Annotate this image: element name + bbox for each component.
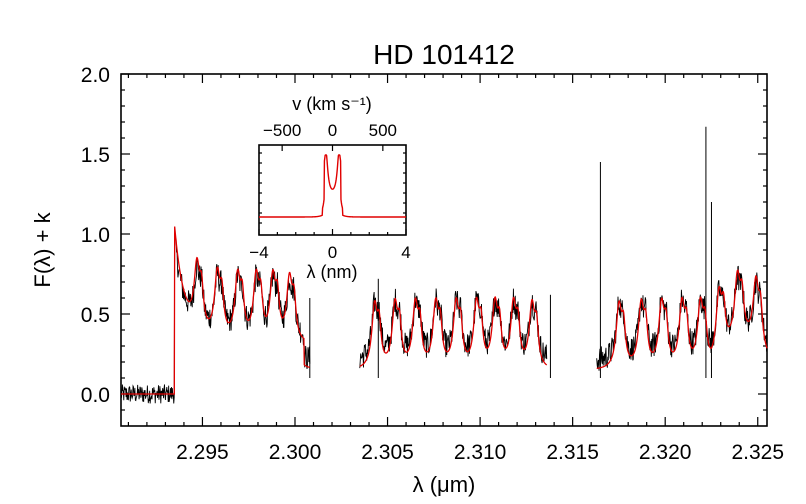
observed-segment-1 [120, 233, 311, 404]
x-tick-label: 2.300 [269, 441, 322, 464]
main-plot: 2.295 2.300 2.305 2.310 2.315 2.320 2.325 0.00… [81, 64, 784, 464]
inset-frame [258, 144, 407, 236]
inset-x2-tick-label: 500 [369, 121, 397, 140]
inset-profile-line [259, 154, 406, 218]
inset-series-group [259, 154, 406, 218]
x-tick-label: 2.310 [454, 441, 507, 464]
y-tick-label: 0.5 [81, 304, 110, 327]
observed-segment-3 [596, 265, 768, 371]
inset-x-tick-label: 0 [328, 243, 337, 262]
inset-axes: −4 0 4 −500 0 500 [249, 121, 410, 262]
x-tick-label: 2.320 [639, 441, 692, 464]
x-axis: 2.295 2.300 2.305 2.310 2.315 2.320 2.325 [127, 74, 784, 464]
x-tick-label: 2.305 [361, 441, 414, 464]
inset-x2-tick-label: −500 [263, 121, 301, 140]
inset-x2-tick-label: 0 [328, 121, 337, 140]
chart-title: HD 101412 [373, 39, 515, 70]
y-axis: 0.0 0.5 1.0 1.5 2.0 [81, 64, 767, 411]
model-segment-3 [596, 269, 768, 370]
y-tick-label: 0.0 [81, 384, 110, 407]
y-tick-label: 1.5 [81, 144, 110, 167]
inset-x2-label: v (km s⁻¹) [292, 94, 371, 114]
model-segment-1 [121, 226, 310, 395]
y-tick-label: 2.0 [81, 64, 110, 87]
model-segment-2 [359, 296, 548, 367]
x-tick-label: 2.325 [731, 441, 784, 464]
inset-x-label: λ (nm) [307, 262, 358, 282]
series-group [120, 126, 768, 404]
x-tick-label: 2.295 [176, 441, 229, 464]
y-tick-label: 1.0 [81, 224, 110, 247]
inset-x-tick-label: 4 [401, 243, 410, 262]
y-axis-label: F(λ) + k [30, 211, 55, 287]
x-axis-label: λ (μm) [413, 472, 476, 497]
inset-plot: −4 0 4 −500 0 500 v (km s⁻¹) λ (nm) [249, 94, 410, 282]
plot-frame [120, 73, 768, 427]
x-tick-label: 2.315 [546, 441, 599, 464]
inset-x-tick-label: −4 [249, 243, 268, 262]
